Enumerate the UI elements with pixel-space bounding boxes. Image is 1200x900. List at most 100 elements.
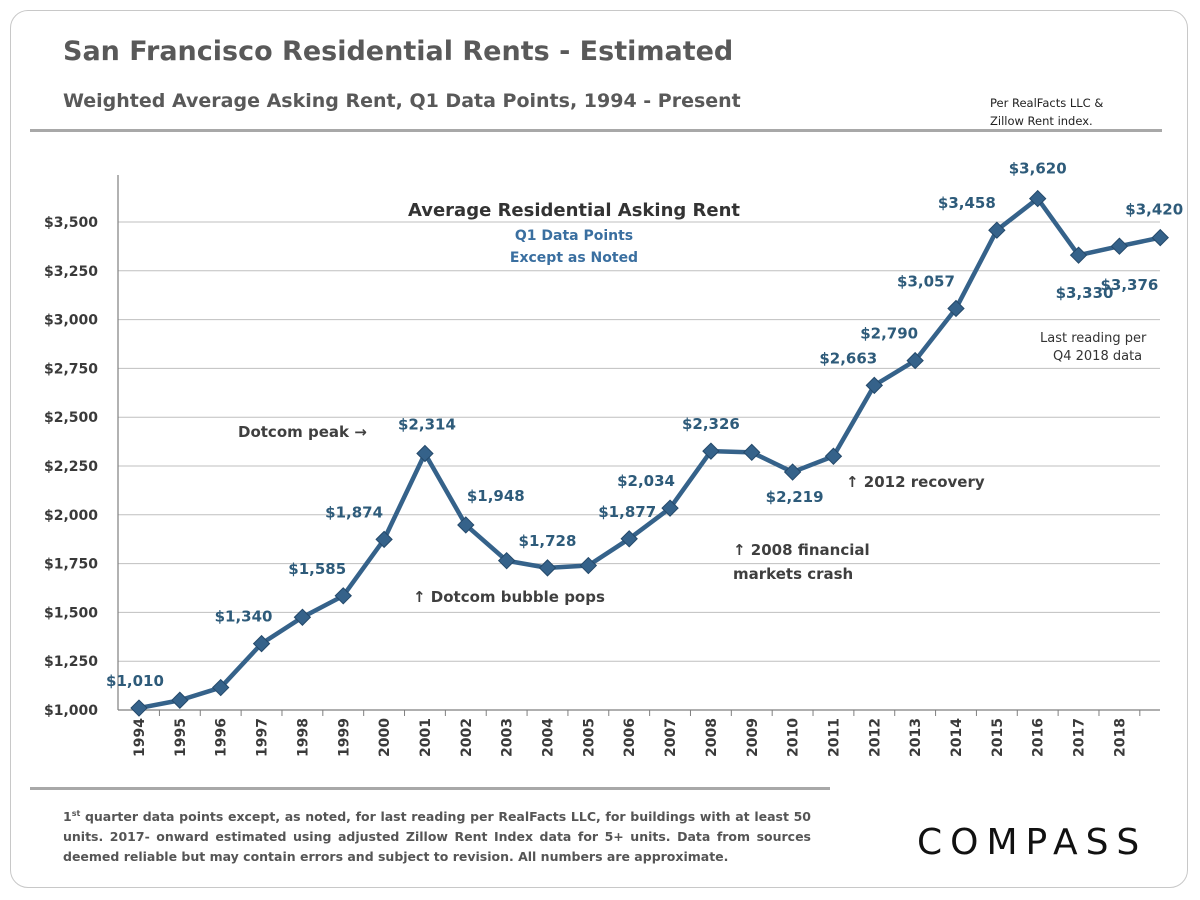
compass-logo: COMPASS — [917, 822, 1148, 863]
data-label: $1,728 — [519, 532, 577, 550]
data-label: $1,340 — [215, 608, 273, 626]
y-tick-label: $3,500 — [44, 215, 98, 231]
data-label: $2,790 — [860, 325, 918, 343]
x-tick-label: 1998 — [295, 718, 311, 757]
data-point — [416, 444, 434, 463]
slide-frame — [10, 10, 1188, 888]
annotation-2012-recovery: ↑ 2012 recovery — [846, 473, 985, 491]
chart-subtitle-line: Q1 Data Points — [515, 228, 633, 244]
data-point — [293, 608, 312, 626]
source-line-2: Zillow Rent index. — [990, 114, 1093, 128]
x-tick-label: 2004 — [541, 718, 557, 757]
data-point — [906, 351, 924, 370]
source-note: Per RealFacts LLC & Zillow Rent index. — [990, 94, 1103, 130]
x-tick-label: 2007 — [663, 718, 679, 757]
data-label: $1,010 — [106, 672, 164, 690]
annotation-last-reading-line2: Q4 2018 data — [1053, 349, 1142, 364]
x-tick-label: 2009 — [745, 718, 761, 757]
data-point — [538, 559, 557, 577]
data-point — [702, 442, 720, 460]
x-tick-label: 1996 — [214, 718, 230, 757]
y-tick-label: $1,000 — [44, 703, 98, 719]
data-point — [1069, 246, 1088, 264]
annotation-dotcom-bubble: ↑ Dotcom bubble pops — [413, 588, 605, 606]
bottom-divider — [30, 787, 830, 790]
x-tick-label: 2014 — [949, 718, 965, 757]
x-tick-label: 2010 — [786, 718, 802, 757]
y-tick-label: $2,250 — [44, 459, 98, 475]
data-point — [375, 530, 393, 549]
y-tick-label: $3,000 — [44, 313, 98, 329]
footnote-lead: 1 — [63, 809, 72, 825]
x-tick-label: 1994 — [132, 718, 148, 757]
data-label: $3,376 — [1100, 276, 1158, 294]
data-point — [947, 299, 965, 318]
chart-title: Average Residential Asking Rent — [408, 200, 740, 221]
data-point — [171, 691, 189, 709]
data-point — [865, 376, 884, 395]
data-label: $1,874 — [325, 503, 383, 521]
data-point — [743, 443, 761, 462]
rent-line-chart: $1,000 $1,250 $1,500 $1,750 $2,000 $2,250 $2,5… — [44, 160, 1183, 757]
y-tick-label: $2,500 — [44, 410, 98, 426]
data-point — [783, 463, 802, 481]
annotation-dotcom-peak: Dotcom peak → — [238, 423, 367, 441]
data-label: $2,663 — [819, 349, 877, 367]
y-tick-label: $1,750 — [44, 557, 98, 573]
data-label: $1,877 — [598, 503, 656, 521]
data-point — [252, 634, 271, 653]
x-tick-label: 2000 — [377, 718, 393, 757]
data-point — [1028, 189, 1047, 208]
data-point — [497, 551, 516, 570]
data-point — [211, 678, 230, 697]
data-label: $2,219 — [766, 488, 824, 506]
footnote-text: quarter data points except, as noted, fo… — [63, 809, 811, 865]
annotation-2008-crash-line2: markets crash — [733, 565, 853, 583]
x-tick-label: 1995 — [173, 718, 189, 757]
x-tick-label: 2018 — [1112, 718, 1128, 757]
x-tick-label: 2002 — [459, 718, 475, 757]
y-tick-label: $3,250 — [44, 264, 98, 280]
x-tick-label: 2011 — [826, 718, 842, 757]
chart-subtitle-line: Except as Noted — [510, 250, 638, 266]
x-tick-label: 1997 — [255, 718, 271, 757]
data-label: $3,330 — [1056, 284, 1114, 302]
data-label: $3,458 — [938, 194, 996, 212]
data-label: $3,620 — [1009, 160, 1067, 178]
y-tick-label: $2,750 — [44, 361, 98, 377]
page-subtitle: Weighted Average Asking Rent, Q1 Data Po… — [63, 90, 741, 112]
y-tick-label: $2,000 — [44, 508, 98, 524]
annotation-2008-crash: ↑ 2008 financial — [733, 541, 870, 559]
data-point — [334, 587, 352, 605]
top-divider — [30, 129, 1162, 132]
data-point — [988, 221, 1006, 239]
source-line-1: Per RealFacts LLC & — [990, 96, 1104, 110]
data-point — [824, 447, 843, 465]
series-line — [138, 196, 1161, 711]
x-tick-label: 1999 — [336, 718, 352, 757]
x-tick-label: 2008 — [704, 718, 720, 757]
y-tick-label: $1,250 — [44, 654, 98, 670]
data-label: $1,585 — [288, 560, 346, 578]
data-point — [1151, 228, 1169, 247]
data-label: $2,034 — [617, 472, 675, 490]
data-point — [130, 699, 148, 717]
data-point — [620, 530, 638, 548]
data-label: $1,948 — [467, 487, 525, 505]
x-tick-label: 2006 — [622, 718, 638, 757]
page-title: San Francisco Residential Rents - Estima… — [63, 36, 734, 67]
data-label: $3,057 — [897, 272, 955, 290]
y-tick-label: $1,500 — [44, 605, 98, 621]
data-point — [661, 499, 679, 517]
x-tick-label: 2012 — [867, 718, 883, 757]
data-label: $2,326 — [682, 415, 740, 433]
x-tick-label: 2015 — [990, 718, 1006, 757]
annotation-last-reading: Last reading per — [1040, 331, 1147, 346]
data-label: $2,314 — [398, 416, 456, 434]
footnote-sup: st — [71, 809, 81, 818]
footnote: 1st quarter data points except, as noted… — [63, 804, 811, 867]
x-tick-label: 2001 — [418, 718, 434, 757]
x-tick-label: 2003 — [500, 718, 516, 757]
data-point — [457, 516, 475, 534]
x-tick-label: 2017 — [1072, 718, 1088, 757]
